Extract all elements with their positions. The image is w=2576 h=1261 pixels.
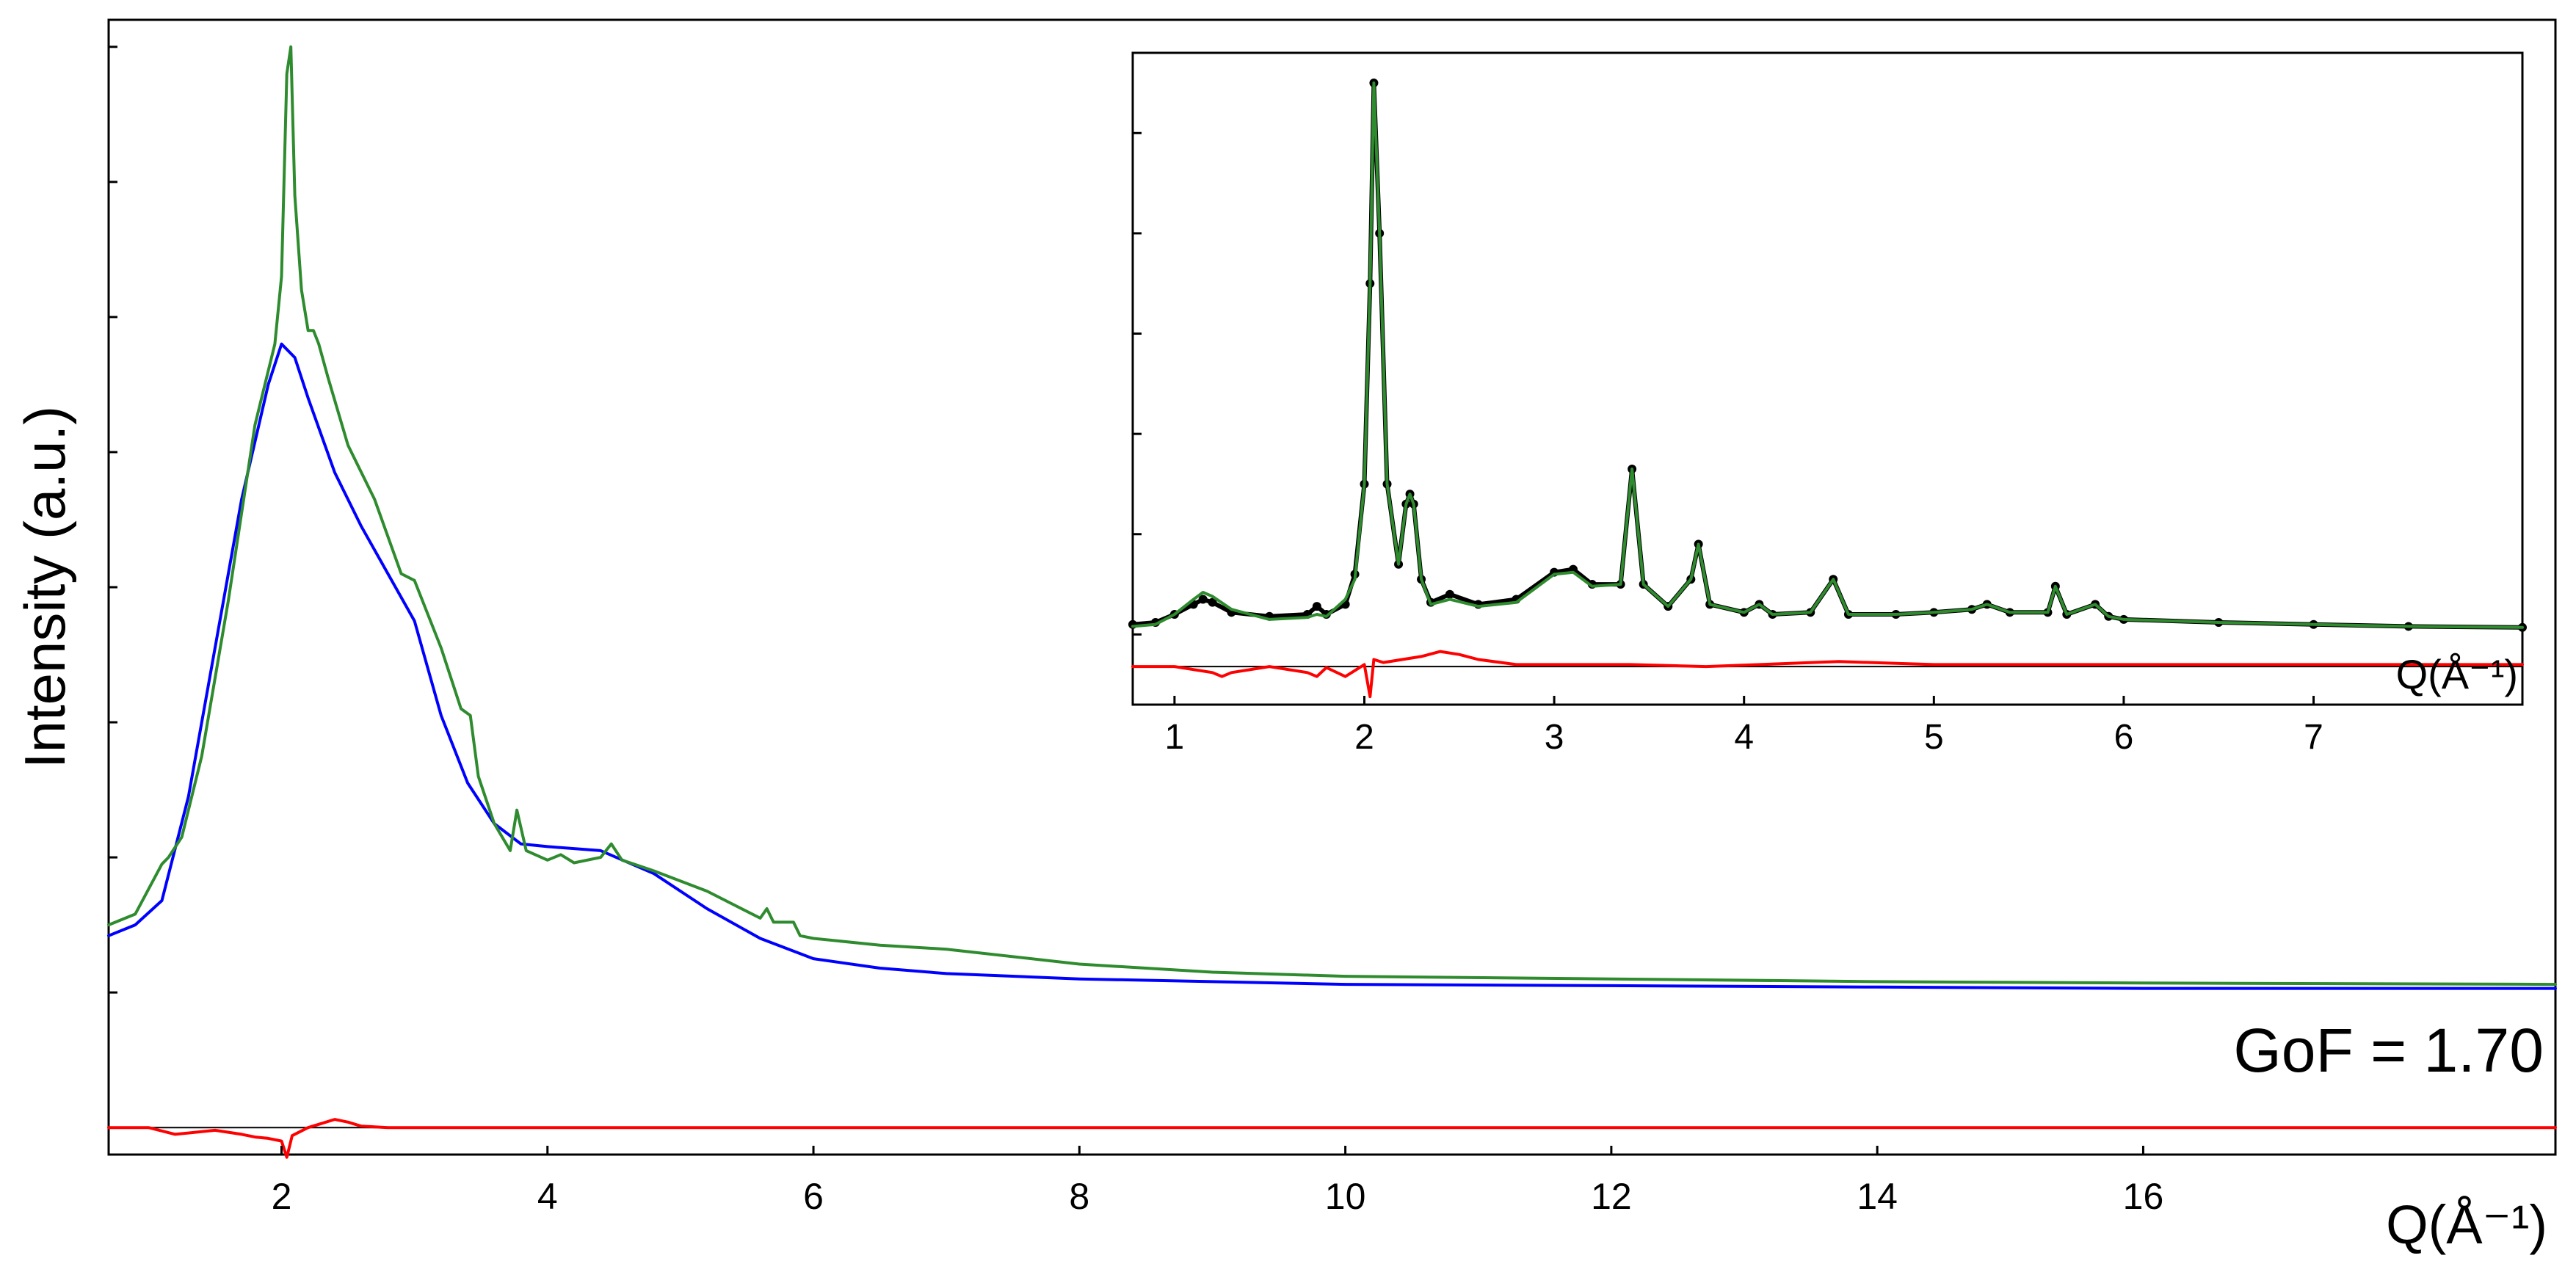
inset-series-line-1 bbox=[1131, 81, 2524, 629]
inset-x-tick-label: 2 bbox=[1354, 718, 1374, 757]
main-y-axis-title: Intensity (a.u.) bbox=[12, 406, 77, 768]
inset-data-point bbox=[1445, 589, 1454, 599]
main-x-tick-label: 6 bbox=[803, 1176, 824, 1217]
main-x-tick-label: 2 bbox=[272, 1176, 292, 1217]
inset-x-tick-label: 4 bbox=[1734, 718, 1754, 757]
annotation-gof: GoF = 1.70 bbox=[2233, 1016, 2544, 1085]
main-series-line-2 bbox=[107, 1118, 2557, 1159]
inset-x-tick-label: 1 bbox=[1165, 718, 1185, 757]
inset-data-point bbox=[1312, 602, 1321, 611]
inset-series-line-2 bbox=[1131, 650, 2524, 699]
inset-x-axis-title: Q(Å⁻¹) bbox=[2396, 651, 2518, 697]
inset-x-tick-label: 5 bbox=[1924, 718, 1944, 757]
main-plot: 2 4 6 8 10 12 14 16 GoF = 1.70 Q(Å⁻¹) Intensity… bbox=[12, 18, 2557, 1255]
main-x-tick-label: 4 bbox=[537, 1176, 558, 1217]
main-x-axis-title: Q(Å⁻¹) bbox=[2386, 1194, 2547, 1255]
inset-data-point bbox=[1208, 597, 1217, 607]
inset-plot: 1 2 3 4 5 6 7 Q(Å⁻¹) bbox=[1128, 51, 2527, 757]
inset-data-point bbox=[1198, 595, 1208, 604]
main-series-line-1 bbox=[107, 45, 2557, 986]
main-x-tick-label: 12 bbox=[1591, 1176, 1632, 1217]
inset-plot-frame bbox=[1131, 51, 2524, 706]
inset-plot-background bbox=[1133, 53, 2522, 705]
inset-x-tick-label: 6 bbox=[2114, 718, 2134, 757]
main-x-tick-label: 8 bbox=[1069, 1176, 1089, 1217]
main-x-tick-label: 16 bbox=[2123, 1176, 2164, 1217]
inset-x-tick-label: 3 bbox=[1545, 718, 1564, 757]
inset-x-tick-label: 7 bbox=[2304, 718, 2323, 757]
main-x-tick-label: 14 bbox=[1857, 1176, 1898, 1217]
main-x-tick-label: 10 bbox=[1325, 1176, 1366, 1217]
